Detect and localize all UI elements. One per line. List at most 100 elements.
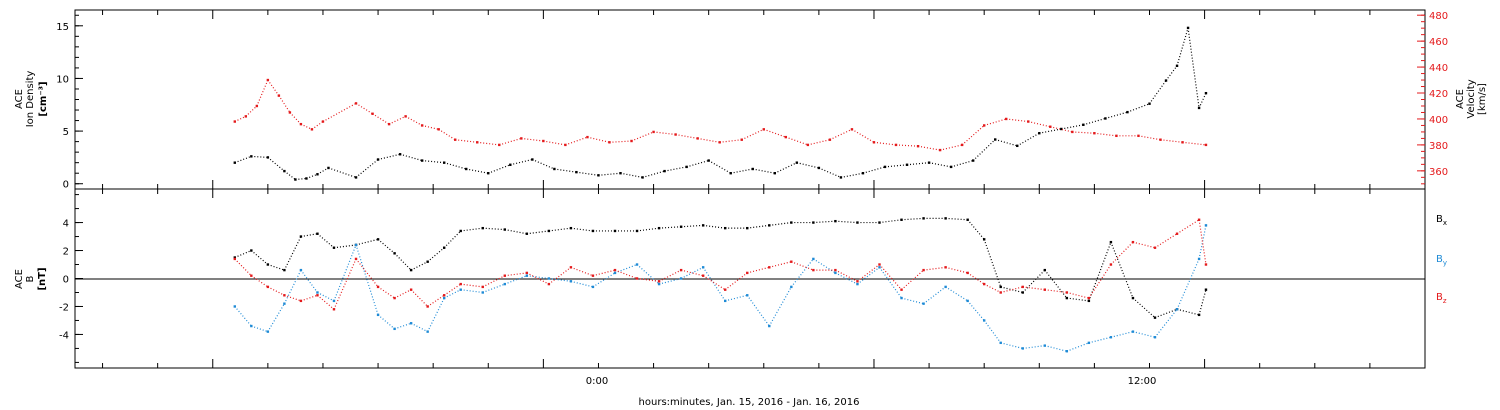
bz-trace — [267, 286, 285, 296]
bz-point — [354, 257, 358, 261]
by-trace — [234, 306, 252, 327]
ion-density-point — [1197, 106, 1201, 110]
by-trace — [504, 275, 528, 285]
b-tick-label: 4 — [63, 219, 69, 230]
bz-point — [266, 285, 270, 289]
bz-trace — [250, 275, 269, 288]
bz-trace — [355, 258, 379, 288]
bz-trace — [443, 283, 462, 296]
by-trace — [548, 277, 571, 282]
bx-point — [266, 263, 270, 266]
density-label-line1: ACE — [14, 89, 25, 109]
by-trace — [901, 297, 924, 305]
velocity-trace — [1138, 135, 1161, 141]
by-trace — [427, 297, 445, 332]
by-point — [354, 243, 358, 247]
by-trace — [283, 269, 302, 304]
axis-ticks: 0 5 10 15 360 380 400 420 440 460 480 -4 -2 0 2 4 — [56, 10, 1448, 368]
ion-density-trace — [620, 172, 643, 179]
velocity-tick-label: 420 — [1429, 89, 1448, 100]
ion-density-trace — [234, 155, 252, 164]
x-tick-label-0000: 0:00 — [586, 376, 608, 387]
by-point — [299, 268, 303, 272]
bz-trace — [1110, 241, 1134, 265]
velocity-point — [1115, 134, 1118, 138]
bx-trace — [1022, 269, 1046, 293]
bx-trace — [1066, 297, 1089, 302]
ion-density-trace — [1127, 103, 1150, 113]
velocity-trace — [355, 102, 373, 115]
density-tick-label: 5 — [63, 127, 69, 138]
ion-density-point — [531, 158, 534, 161]
ion-density-trace — [284, 170, 296, 181]
bz-trace — [614, 269, 638, 280]
by-trace — [1044, 345, 1067, 352]
ion-density-trace — [554, 168, 577, 173]
velocity-point — [1204, 143, 1208, 147]
velocity-trace — [499, 137, 522, 146]
x-axis-label: hours:minutes, Jan. 15, 2016 - Jan. 16, … — [639, 397, 860, 408]
bz-point — [250, 274, 253, 277]
bz-trace — [636, 277, 660, 282]
bx-trace — [394, 252, 412, 271]
ion-density-trace — [1039, 128, 1062, 134]
bx-trace — [1198, 289, 1207, 316]
by-point — [1065, 350, 1069, 353]
by-trace — [482, 283, 506, 294]
velocity-label-line1: ACE — [1455, 89, 1466, 109]
bz-trace — [983, 283, 1001, 294]
bz-trace — [1132, 241, 1156, 249]
bx-trace — [703, 224, 726, 229]
by-trace — [658, 277, 682, 285]
by-trace — [702, 266, 726, 302]
ion-density-trace — [664, 166, 687, 172]
velocity-point — [299, 122, 303, 126]
velocity-trace — [1160, 139, 1183, 143]
by-point — [503, 282, 506, 286]
ion-density-trace — [884, 164, 908, 168]
velocity-trace — [763, 128, 787, 138]
bz-trace — [1066, 291, 1090, 299]
bz-trace — [769, 261, 792, 268]
velocity-trace — [455, 139, 478, 143]
velocity-point — [674, 133, 677, 136]
bx-point — [250, 249, 253, 252]
by-trace — [267, 303, 285, 332]
bz-trace — [592, 269, 616, 277]
b-label-line3: [nT] — [37, 267, 48, 290]
velocity-trace — [1182, 141, 1207, 146]
velocity-trace — [565, 136, 588, 146]
bx-trace — [1176, 308, 1200, 316]
bx-trace — [1154, 308, 1178, 319]
velocity-trace — [609, 140, 632, 143]
bx-point — [503, 228, 506, 231]
ion-density-trace — [1176, 27, 1189, 66]
ion-density-trace — [972, 139, 996, 162]
ion-density-trace — [796, 162, 820, 169]
ion-density-trace — [306, 173, 318, 180]
velocity-trace — [521, 137, 544, 142]
ion-density-trace — [1165, 65, 1178, 81]
velocity-trace — [1094, 132, 1117, 137]
velocity-trace — [785, 136, 809, 146]
bx-point — [1197, 313, 1201, 317]
ion-density-point — [250, 155, 253, 158]
by-point — [1197, 257, 1201, 261]
bz-trace — [1022, 286, 1045, 291]
velocity-trace — [807, 139, 831, 146]
series-velocity — [233, 78, 1208, 152]
bz-point — [1197, 218, 1201, 221]
velocity-label-line2: Velocity — [1466, 79, 1477, 118]
velocity-trace — [256, 79, 269, 107]
by-trace — [1000, 342, 1023, 350]
ion-density-trace — [532, 158, 555, 170]
bx-trace — [945, 217, 968, 221]
by-trace — [333, 244, 357, 302]
by-trace — [460, 289, 483, 294]
by-trace — [680, 266, 704, 280]
bx-trace — [967, 219, 985, 240]
by-trace — [945, 286, 968, 302]
velocity-trace — [631, 131, 654, 142]
legend-by: By — [1436, 254, 1447, 267]
